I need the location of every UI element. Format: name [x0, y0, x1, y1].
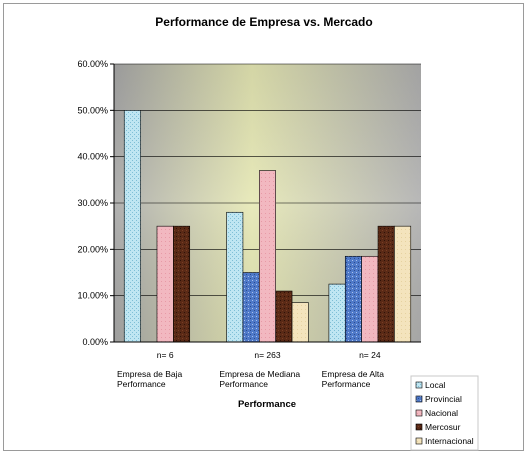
legend-label-provincial: Provincial	[425, 394, 462, 404]
category-label: Empresa de Alta	[322, 369, 385, 379]
bar-mercosur-3	[377, 225, 395, 343]
bar-mercosur-1	[173, 225, 191, 343]
x-axis-title: Performance	[238, 399, 296, 410]
sample-size-label: n= 6	[157, 350, 174, 360]
bar-internacional-3	[394, 225, 412, 343]
category-label: Empresa de Mediana	[219, 369, 300, 379]
bar-provincial-3	[344, 255, 362, 343]
legend-swatch-nacional	[415, 409, 423, 417]
bar-nacional-3	[361, 255, 379, 343]
legend-swatch-internacional	[415, 437, 423, 445]
sample-size-label: n= 24	[359, 350, 381, 360]
bar-nacional-2	[259, 170, 276, 343]
legend-label-internacional: Internacional	[425, 436, 474, 446]
category-label: Performance	[219, 379, 268, 389]
chart-title: Performance de Empresa vs. Mercado	[155, 15, 372, 29]
y-tick-label: 30.00%	[77, 198, 108, 208]
bar-local-3	[328, 283, 346, 343]
bars	[123, 110, 412, 343]
y-tick-label: 50.00%	[77, 105, 108, 115]
y-tick-label: 0.00%	[82, 337, 108, 347]
bar-mercosur-2	[275, 290, 293, 343]
sample-size-label: n= 263	[254, 350, 281, 360]
legend-swatch-local	[415, 381, 423, 389]
legend-swatch-mercosur	[415, 423, 423, 431]
legend-label-mercosur: Mercosur	[425, 422, 461, 432]
legend: Local Provincial Nacional Mercosur Internaci…	[410, 375, 479, 451]
legend-label-nacional: Nacional	[425, 408, 458, 418]
bar-local-2	[226, 211, 244, 343]
legend-swatch-provincial	[415, 395, 423, 403]
bar-local-1	[123, 110, 141, 343]
bar-nacional-1	[156, 225, 174, 343]
legend-label-local: Local	[425, 380, 445, 390]
category-label: Performance	[117, 379, 166, 389]
y-tick-label: 10.00%	[77, 291, 108, 301]
y-tick-label: 60.00%	[77, 59, 108, 69]
y-tick-labels: 0.00% 10.00% 20.00% 30.00% 40.00% 50.00% 60.00…	[77, 59, 114, 347]
category-label: Empresa de Baja	[117, 369, 182, 379]
bar-internacional-2	[291, 302, 309, 343]
category-label: Performance	[322, 379, 371, 389]
y-tick-label: 40.00%	[77, 152, 108, 162]
bar-provincial-2	[242, 272, 260, 343]
y-tick-label: 20.00%	[77, 244, 108, 254]
